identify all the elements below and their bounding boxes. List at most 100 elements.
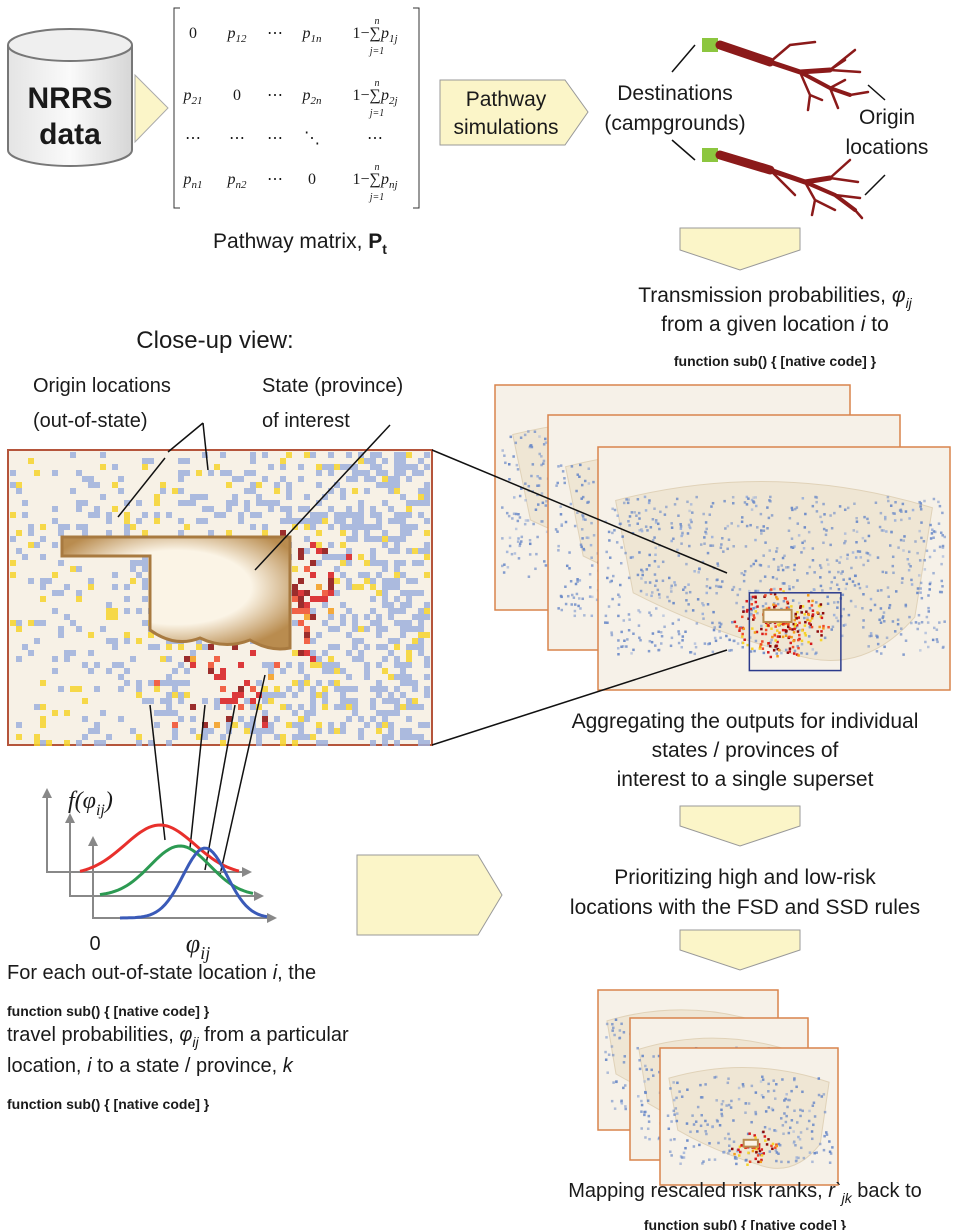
map-cell <box>557 465 560 468</box>
map-cell <box>232 476 238 482</box>
map-cell <box>745 1159 748 1162</box>
map-cell <box>560 464 563 467</box>
map-cell <box>412 644 418 650</box>
map-cell <box>400 512 406 518</box>
map-cell <box>812 505 815 508</box>
map-cell <box>268 464 274 470</box>
map-cell <box>791 507 794 510</box>
map-cell <box>529 553 532 556</box>
map-cell <box>94 512 100 518</box>
map-cell <box>918 574 921 577</box>
map-cell <box>611 1029 614 1032</box>
map-cell <box>811 626 814 629</box>
map-cell <box>316 482 322 488</box>
map-cell <box>142 560 148 566</box>
map-cell <box>501 537 504 540</box>
map-cell <box>632 632 635 635</box>
map-cell <box>412 500 418 506</box>
map-cell <box>862 626 865 629</box>
map-cell <box>766 1143 769 1146</box>
bracket <box>174 8 180 208</box>
text-run: from a particular <box>199 1024 349 1046</box>
map-cell <box>631 511 634 514</box>
map-cell <box>733 1141 736 1144</box>
map-cell <box>676 1120 679 1123</box>
text-run: p <box>380 87 389 104</box>
map-cell <box>570 603 573 606</box>
map-cell <box>400 560 406 566</box>
map-cell <box>316 518 322 524</box>
map-cell <box>777 603 780 606</box>
map-cell <box>268 506 274 512</box>
map-cell <box>16 734 22 740</box>
map-cell <box>148 698 154 704</box>
map-cell <box>764 1139 767 1142</box>
map-cell <box>70 566 76 572</box>
map-cell <box>310 518 316 524</box>
map-cell <box>76 686 82 692</box>
map-cell <box>811 1161 814 1164</box>
map-cell <box>148 458 154 464</box>
map-cell <box>759 580 762 583</box>
map-cell <box>816 611 819 614</box>
matrix-cell: p12 <box>227 25 248 45</box>
matrix-cell: 1−∑p2j <box>353 87 398 107</box>
map-cell <box>696 622 699 625</box>
map-cell <box>370 686 376 692</box>
map-cell <box>322 692 328 698</box>
map-cell <box>418 626 424 632</box>
map-cell <box>292 692 298 698</box>
map-cell <box>801 1110 804 1113</box>
map-cell <box>612 1027 615 1030</box>
map-cell <box>716 578 719 581</box>
map-cell <box>208 728 214 734</box>
label: simulations <box>453 116 558 139</box>
map-cell <box>770 639 773 642</box>
map-cell <box>648 564 651 567</box>
map-cell <box>304 566 310 572</box>
map-cell <box>382 626 388 632</box>
map-cell <box>862 537 865 540</box>
map-cell <box>806 1128 809 1131</box>
map-cell <box>310 698 316 704</box>
map-cell <box>860 556 863 559</box>
map-cell <box>376 614 382 620</box>
map-cell <box>340 722 346 728</box>
map-cell <box>914 540 917 543</box>
map-cell <box>286 518 292 524</box>
map-cell <box>811 1130 814 1133</box>
map-cell <box>678 1090 681 1093</box>
map-cell <box>388 548 394 554</box>
map-cell <box>100 452 106 458</box>
map-cell <box>678 642 681 645</box>
map-cell <box>214 656 220 662</box>
map-cell <box>721 1103 724 1106</box>
map-cell <box>513 496 516 499</box>
map-cell <box>316 584 322 590</box>
map-cell <box>508 478 511 481</box>
map-cell <box>184 500 190 506</box>
map-cell <box>100 464 106 470</box>
map-cell <box>716 1120 719 1123</box>
map-cell <box>142 620 148 626</box>
map-cell <box>160 698 166 704</box>
map-cell <box>606 1023 609 1026</box>
map-cell <box>624 1108 627 1111</box>
map-cell <box>936 629 939 632</box>
map-cell <box>760 643 763 646</box>
map-cell <box>640 1100 643 1103</box>
map-cell <box>717 565 720 568</box>
map-cell <box>844 532 847 535</box>
map-cell <box>382 578 388 584</box>
map-cell <box>894 519 897 522</box>
map-cell <box>883 611 886 614</box>
map-cell <box>746 525 749 528</box>
map-cell <box>821 521 824 524</box>
map-cell <box>412 470 418 476</box>
map-cell <box>733 1153 736 1156</box>
text-run: p <box>227 171 236 188</box>
map-cell <box>202 644 208 650</box>
map-cell <box>629 515 632 518</box>
map-cell <box>818 1094 821 1097</box>
map-cell <box>677 619 680 622</box>
